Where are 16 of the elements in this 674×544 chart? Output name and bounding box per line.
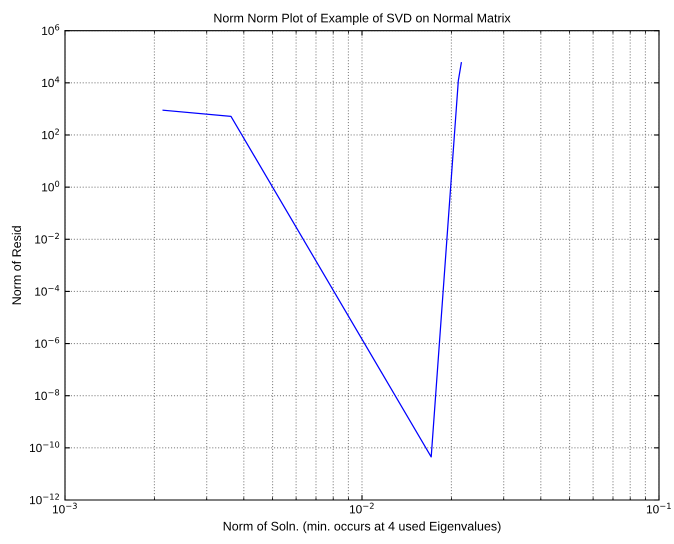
y-tick-label: 10$^{−12}$	[30, 494, 59, 504]
x-axis-title: Norm of Soln. (min. occurs at 4 used Eigenvalues)	[224, 521, 501, 534]
y-tick-label: 10$^{4}$	[42, 76, 60, 88]
y-tick-label: 10$^{0}$	[42, 180, 60, 192]
x-tick-label: 10$^{−2}$	[350, 502, 374, 514]
y-tick-label: 10$^{2}$	[42, 128, 59, 140]
y-tick-label: 10$^{6}$	[42, 24, 60, 36]
y-tick-label: 10$^{−4}$	[35, 285, 60, 296]
y-axis-title: Norm of Resid	[12, 226, 22, 304]
y-tick-label: 10$^{−10}$	[30, 441, 60, 452]
chart-title: Norm Norm Plot of Example of SVD on Normal Matrix	[214, 13, 511, 25]
y-tick-label: 10$^{−6}$	[35, 337, 60, 348]
x-tick-label: 10$^{−1}$	[646, 502, 671, 514]
y-tick-label: 10$^{−8}$	[35, 389, 60, 400]
x-tick-label: 10$^{−3}$	[52, 502, 77, 514]
y-tick-label: 10$^{−2}$	[35, 232, 59, 244]
